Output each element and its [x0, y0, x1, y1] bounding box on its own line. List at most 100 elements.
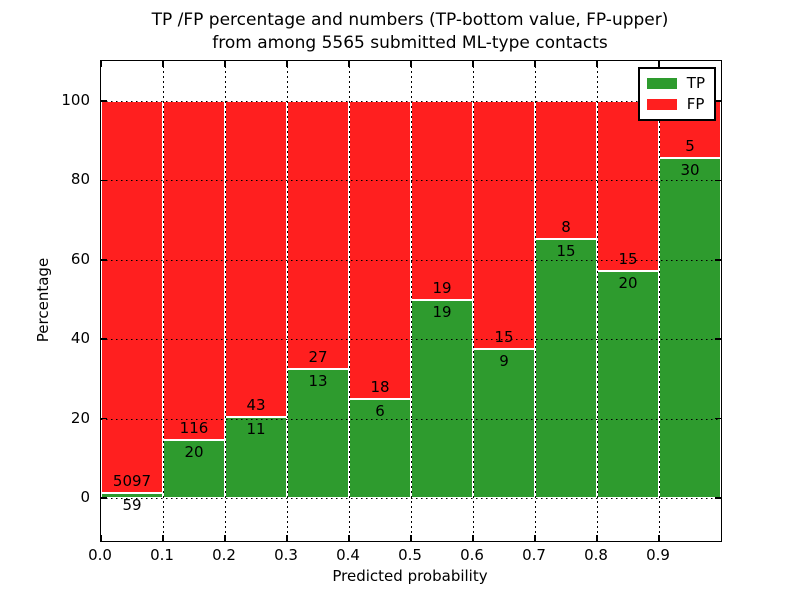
x-tick-label: 0.3 — [274, 546, 298, 564]
y-tick-label: 100 — [61, 91, 90, 109]
bar-tp-segment — [225, 417, 287, 498]
x-tick-mark — [286, 535, 288, 541]
legend-entry-label: FP — [686, 95, 705, 113]
legend: TP FP — [637, 67, 716, 121]
y-tick-label: 0 — [80, 488, 90, 506]
x-tick-mark — [472, 535, 474, 541]
tp-legend-swatch-icon — [646, 78, 677, 89]
bar-fp-segment — [163, 101, 225, 440]
fp-count-label: 19 — [432, 278, 452, 297]
bar-fp-segment — [597, 101, 659, 272]
y-tick-labels: 0 20 40 60 80 100 — [0, 60, 92, 540]
bar-fp-segment — [287, 101, 349, 369]
y-tick-label: 20 — [70, 408, 90, 427]
x-tick-mark — [224, 535, 226, 541]
horizontal-gridline — [101, 498, 721, 499]
horizontal-gridline — [101, 180, 721, 182]
x-tick-mark — [224, 61, 226, 67]
y-tick-mark — [101, 497, 107, 499]
y-tick-mark — [715, 100, 721, 102]
x-tick-mark — [596, 61, 598, 67]
x-tick-mark — [286, 61, 288, 67]
vertical-gridline — [410, 61, 412, 541]
x-tick-label: 0.9 — [646, 546, 670, 564]
x-tick-mark — [596, 535, 598, 541]
horizontal-gridline — [101, 339, 721, 341]
y-tick-label: 40 — [70, 329, 90, 348]
chart-title-line1: TP /FP percentage and numbers (TP-bottom… — [151, 10, 669, 30]
x-tick-label: 0.7 — [522, 546, 546, 564]
vertical-gridline — [162, 61, 164, 541]
tp-count-label: 20 — [618, 274, 638, 293]
fp-count-label: 8 — [561, 218, 571, 237]
x-tick-label: 0.4 — [336, 546, 360, 564]
bar-fp-segment — [101, 101, 163, 494]
chart-title-line2: from among 5565 submitted ML-type contac… — [212, 33, 608, 53]
x-tick-mark — [100, 535, 102, 541]
fp-count-label: 5097 — [112, 472, 152, 491]
x-tick-mark — [410, 535, 412, 541]
bar-fp-segment — [473, 101, 535, 350]
horizontal-gridline — [101, 259, 721, 261]
tp-count-label: 20 — [184, 442, 204, 461]
tp-count-label: 9 — [499, 352, 509, 371]
x-tick-label: 0.5 — [398, 546, 422, 564]
y-tick-mark — [101, 259, 107, 261]
x-tick-mark — [162, 535, 164, 541]
y-tick-label: 80 — [70, 170, 90, 189]
x-tick-mark — [658, 61, 660, 67]
x-tick-mark — [658, 535, 660, 541]
bar-tp-segment — [349, 398, 411, 498]
tp-count-label: 15 — [556, 242, 576, 261]
x-tick-mark — [472, 61, 474, 67]
vertical-gridline — [534, 61, 536, 541]
y-tick-mark — [715, 338, 721, 340]
y-tick-mark — [101, 338, 107, 340]
horizontal-gridline — [101, 101, 721, 102]
bar-tp-segment — [535, 239, 597, 498]
x-tick-mark — [100, 61, 102, 67]
x-tick-mark — [162, 61, 164, 67]
vertical-gridline — [658, 61, 660, 541]
x-tick-label: 0.2 — [212, 546, 236, 564]
fp-count-label: 27 — [308, 347, 328, 366]
plot-area: TP FP 5097 59 116 20 43 11 27 13 18 6 19 19 15 9 8 15 15 2… — [100, 60, 722, 542]
x-tick-label: 0.0 — [88, 546, 112, 564]
fp-count-label: 43 — [246, 396, 266, 415]
y-tick-mark — [715, 259, 721, 261]
tp-count-label: 13 — [308, 371, 328, 390]
horizontal-gridline — [101, 418, 721, 420]
bar-fp-segment — [411, 101, 473, 300]
y-tick-mark — [101, 179, 107, 182]
tp-count-label: 59 — [122, 496, 142, 515]
x-tick-mark — [534, 61, 536, 67]
bar-tp-segment — [597, 271, 659, 498]
x-tick-label: 0.1 — [150, 546, 174, 564]
legend-entry-label: TP — [686, 74, 705, 92]
fp-count-label: 15 — [494, 328, 514, 347]
x-tick-mark — [348, 61, 350, 67]
x-tick-labels: 0.0 0.1 0.2 0.3 0.4 0.5 0.6 0.7 0.8 0.9 — [88, 546, 720, 566]
fp-count-label: 5 — [685, 136, 695, 155]
x-tick-mark — [410, 61, 412, 67]
fp-count-label: 18 — [370, 377, 390, 396]
y-tick-mark — [715, 417, 721, 420]
vertical-gridline — [472, 61, 474, 541]
bar-tp-segment — [411, 299, 473, 498]
y-tick-mark — [715, 497, 721, 499]
vertical-gridline — [286, 61, 288, 541]
tp-count-label: 11 — [246, 420, 266, 439]
x-tick-label: 0.6 — [460, 546, 484, 564]
fp-count-label: 15 — [618, 250, 638, 269]
tp-count-label: 6 — [375, 401, 385, 420]
tp-count-label: 19 — [432, 302, 452, 321]
vertical-gridline — [224, 61, 226, 541]
legend-entry: TP — [646, 73, 705, 94]
vertical-gridline — [596, 61, 598, 541]
bar-tp-segment — [473, 349, 535, 498]
fp-legend-swatch-icon — [646, 99, 677, 110]
y-tick-mark — [715, 179, 721, 182]
bar-tp-segment — [659, 157, 721, 498]
x-axis-label: Predicted probability — [332, 567, 488, 585]
